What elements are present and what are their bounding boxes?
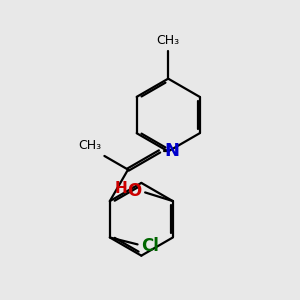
Text: N: N: [165, 142, 180, 160]
Text: H: H: [115, 182, 128, 196]
Text: CH₃: CH₃: [157, 34, 180, 47]
Text: CH₃: CH₃: [78, 140, 101, 152]
Text: Cl: Cl: [141, 237, 159, 255]
Text: O: O: [128, 182, 142, 200]
